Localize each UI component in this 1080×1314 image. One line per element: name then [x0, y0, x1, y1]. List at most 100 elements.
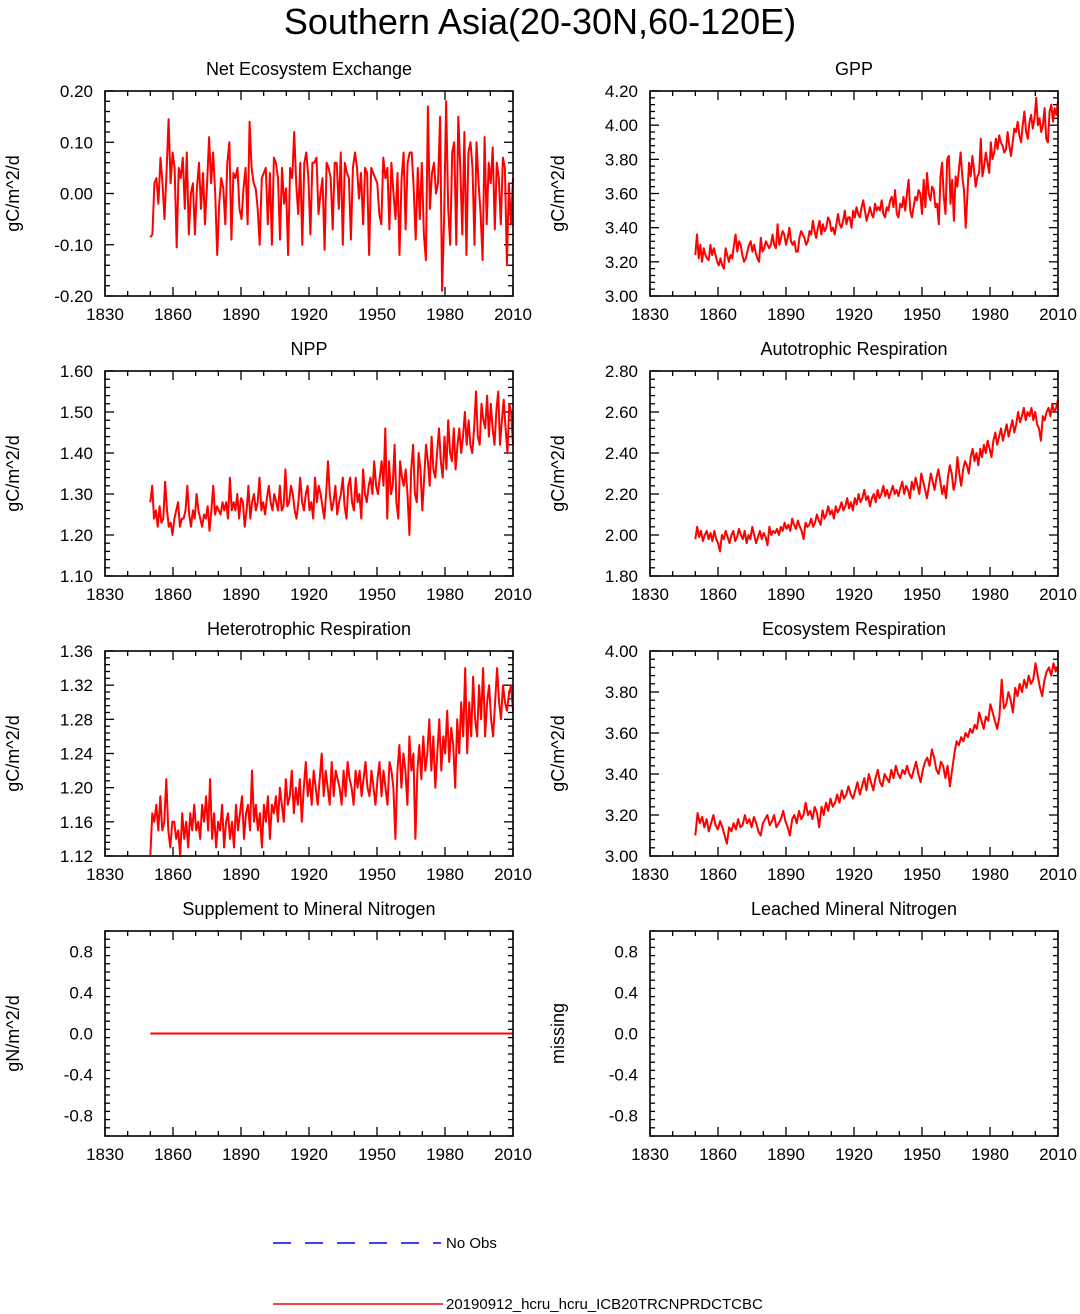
x-tick-label: 1890: [222, 305, 260, 324]
x-tick-label: 1950: [903, 1145, 941, 1164]
y-tick-label: 1.32: [60, 676, 93, 695]
series-line-model: [694, 399, 1059, 553]
y-tick-label: 0.0: [69, 1025, 93, 1044]
y-tick-label: 1.60: [60, 362, 93, 381]
panel-supplement-to-mineral-nitrogen: Supplement to Mineral Nitrogen gN/m^2/d -0…: [3, 899, 532, 1164]
panel-ecosystem-respiration: Ecosystem Respiration gC/m^2/d 3.00 3.20 3.4…: [548, 619, 1077, 884]
panel-title: Heterotrophic Respiration: [207, 619, 411, 639]
y-tick-label: 1.10: [60, 567, 93, 586]
panel-autotrophic-respiration: Autotrophic Respiration gC/m^2/d 1.80 2.00 2…: [548, 339, 1077, 604]
x-tick-label: 1950: [903, 305, 941, 324]
x-tick-label: 1920: [290, 305, 328, 324]
x-tick-label: 1890: [767, 1145, 805, 1164]
y-tick-label: 3.60: [605, 185, 638, 204]
x-tick-label: 2010: [1039, 585, 1077, 604]
y-tick-label: 4.00: [605, 116, 638, 135]
x-tick-label: 1890: [767, 865, 805, 884]
x-tick-label: 1830: [631, 585, 669, 604]
y-axis-label: missing: [548, 1003, 568, 1064]
panel-title: Autotrophic Respiration: [760, 339, 947, 359]
x-tick-label: 1860: [154, 585, 192, 604]
x-tick-label: 1920: [290, 585, 328, 604]
x-tick-label: 2010: [494, 865, 532, 884]
panel-gpp: GPP gC/m^2/d 3.00 3.20 3.40 3.60 3.80 4.00 4.20 1…: [548, 59, 1077, 324]
y-tick-label: 1.50: [60, 403, 93, 422]
series-line-model: [149, 100, 514, 292]
y-tick-label: 1.12: [60, 847, 93, 866]
y-tick-label: 1.24: [60, 745, 93, 764]
series-line-model: [149, 667, 514, 857]
y-tick-label: 0.00: [60, 185, 93, 204]
x-tick-label: 1950: [903, 865, 941, 884]
panel-heterotrophic-respiration: Heterotrophic Respiration gC/m^2/d 1.12 1.1…: [3, 619, 532, 884]
x-tick-label: 1860: [699, 305, 737, 324]
panel-title: Net Ecosystem Exchange: [206, 59, 412, 79]
x-tick-label: 1890: [767, 585, 805, 604]
x-tick-label: 1980: [971, 1145, 1009, 1164]
y-tick-label: -0.10: [54, 236, 93, 255]
y-axis-label: gC/m^2/d: [548, 435, 568, 511]
legend-model-label: 20190912_hcru_hcru_ICB20TRCNPRDCTCBC: [446, 1296, 763, 1313]
y-tick-label: 2.60: [605, 403, 638, 422]
y-tick-label: 0.8: [69, 943, 93, 962]
x-tick-label: 1830: [631, 305, 669, 324]
x-tick-label: 1860: [699, 865, 737, 884]
x-tick-label: 2010: [1039, 1145, 1077, 1164]
y-tick-label: 3.80: [605, 683, 638, 702]
x-tick-label: 1980: [426, 585, 464, 604]
legend-obs-label: No Obs: [446, 1235, 497, 1252]
y-tick-label: 4.00: [605, 642, 638, 661]
panel-title: GPP: [835, 59, 873, 79]
series-line-model: [694, 662, 1059, 845]
y-tick-label: 3.00: [605, 847, 638, 866]
y-tick-label: -0.20: [54, 287, 93, 306]
panel-title: NPP: [290, 339, 327, 359]
y-tick-label: 2.00: [605, 526, 638, 545]
y-tick-label: 2.80: [605, 362, 638, 381]
x-tick-label: 1920: [835, 305, 873, 324]
y-axis-label: gC/m^2/d: [548, 155, 568, 231]
y-tick-label: -0.4: [64, 1066, 93, 1085]
y-axis-label: gC/m^2/d: [548, 715, 568, 791]
panel-title: Supplement to Mineral Nitrogen: [182, 899, 435, 919]
y-tick-label: 3.00: [605, 287, 638, 306]
y-tick-label: 1.30: [60, 485, 93, 504]
x-tick-label: 1950: [358, 865, 396, 884]
panel-leached-mineral-nitrogen: Leached Mineral Nitrogen missing -0.8 -0.4 0…: [548, 899, 1077, 1164]
panel-title: Ecosystem Respiration: [762, 619, 946, 639]
y-tick-label: 3.40: [605, 219, 638, 238]
y-tick-label: 1.28: [60, 710, 93, 729]
x-tick-label: 1860: [699, 585, 737, 604]
x-tick-label: 2010: [1039, 865, 1077, 884]
y-tick-label: -0.8: [609, 1107, 638, 1126]
figure-title: Southern Asia(20-30N,60-120E): [283, 1, 797, 42]
x-tick-label: 1980: [426, 865, 464, 884]
x-tick-label: 1980: [971, 865, 1009, 884]
y-tick-label: 0.4: [69, 984, 93, 1003]
y-tick-label: 3.20: [605, 253, 638, 272]
y-tick-label: 0.0: [614, 1025, 638, 1044]
panel-npp: NPP gC/m^2/d 1.10 1.20 1.30 1.40 1.50 1.60 1830 1…: [3, 339, 532, 604]
y-tick-label: 1.20: [60, 779, 93, 798]
y-axis-label: gC/m^2/d: [3, 155, 23, 231]
x-tick-label: 1920: [290, 1145, 328, 1164]
x-tick-label: 1830: [631, 1145, 669, 1164]
x-tick-label: 1890: [222, 1145, 260, 1164]
y-tick-label: 1.80: [605, 567, 638, 586]
x-tick-label: 1830: [86, 305, 124, 324]
x-tick-label: 1860: [699, 1145, 737, 1164]
y-axis-label: gN/m^2/d: [3, 995, 23, 1071]
series-line-model: [149, 390, 514, 536]
x-tick-label: 1980: [971, 305, 1009, 324]
x-tick-label: 1980: [426, 305, 464, 324]
plot-frame: [649, 650, 1059, 857]
y-tick-label: 2.40: [605, 444, 638, 463]
x-tick-label: 1980: [426, 1145, 464, 1164]
x-tick-label: 1950: [358, 585, 396, 604]
plot-frame: [104, 370, 514, 577]
panel-net-ecosystem-exchange: Net Ecosystem Exchange gC/m^2/d -0.20 -0.10…: [3, 59, 532, 324]
y-tick-label: 1.20: [60, 526, 93, 545]
x-tick-label: 1830: [86, 1145, 124, 1164]
